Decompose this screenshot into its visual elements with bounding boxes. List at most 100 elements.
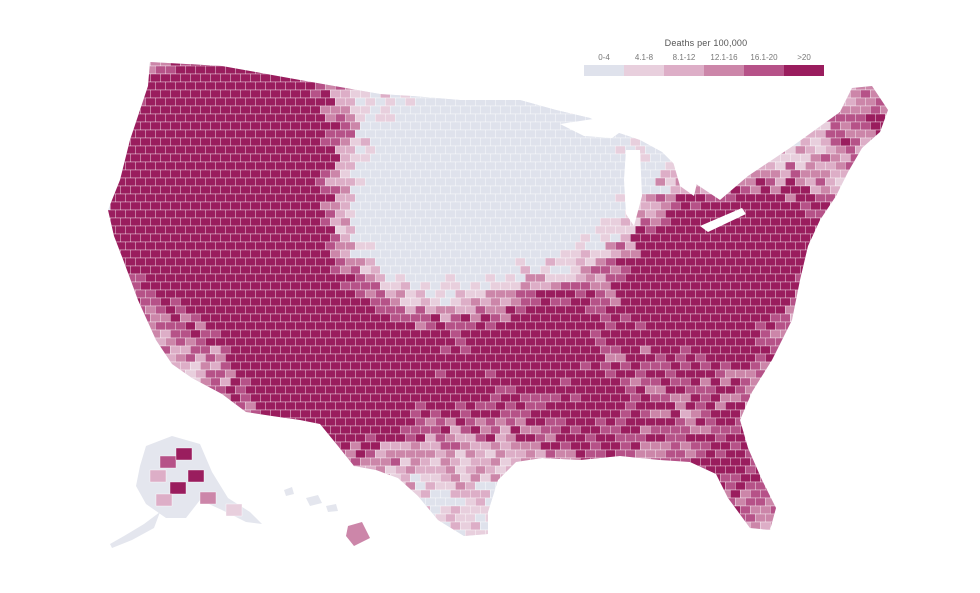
county-cell (205, 145, 216, 155)
county-cell (860, 121, 871, 131)
county-cell (830, 329, 841, 339)
county-cell (210, 361, 221, 371)
county-cell (660, 538, 670, 546)
county-cell (245, 289, 256, 299)
county-cell (380, 505, 391, 515)
county-cell (440, 521, 451, 531)
county-cell (415, 497, 426, 507)
county-cell (550, 137, 561, 147)
county-cell (815, 385, 826, 395)
county-cell (500, 105, 511, 115)
county-cell (685, 529, 696, 536)
county-cell (685, 465, 696, 475)
county-cell (265, 273, 276, 283)
county-cell (880, 153, 888, 163)
county-cell (570, 425, 581, 435)
county-cell (585, 305, 596, 315)
county-cell (385, 353, 396, 363)
county-cell (630, 105, 641, 115)
county-cell (155, 241, 166, 251)
county-cell (645, 481, 656, 491)
county-cell (340, 473, 351, 483)
county-cell (825, 401, 836, 411)
county-cell (600, 169, 611, 179)
county-cell (470, 169, 481, 179)
county-cell (285, 273, 296, 283)
county-cell (805, 97, 816, 107)
county-cell (365, 497, 376, 507)
county-cell (880, 409, 888, 419)
county-cell (780, 361, 791, 371)
county-cell (295, 177, 306, 187)
county-cell (620, 441, 631, 451)
county-cell (275, 417, 286, 427)
county-cell (425, 257, 436, 267)
county-cell (555, 273, 566, 283)
county-cell (195, 321, 206, 331)
county-cell (420, 345, 431, 355)
county-cell (325, 321, 336, 331)
county-cell (350, 249, 361, 259)
county-cell (200, 361, 211, 371)
county-cell (625, 273, 636, 283)
county-cell (720, 538, 730, 546)
county-cell (395, 369, 406, 379)
county-cell (860, 105, 871, 115)
county-cell (670, 89, 681, 99)
county-cell (140, 217, 151, 227)
county-cell (145, 241, 156, 251)
county-cell (720, 281, 731, 291)
county-cell (420, 489, 431, 499)
county-cell (755, 481, 766, 491)
county-cell (370, 409, 381, 419)
county-cell (495, 273, 506, 283)
county-cell (125, 305, 136, 315)
county-cell (685, 353, 696, 363)
county-cell (710, 137, 721, 147)
county-cell (215, 417, 226, 427)
county-cell (210, 89, 221, 99)
county-cell (835, 161, 846, 171)
county-cell (440, 249, 451, 259)
county-cell (190, 137, 201, 147)
county-cell (800, 153, 811, 163)
county-cell (530, 62, 541, 67)
county-cell (180, 393, 191, 403)
county-cell (295, 385, 306, 395)
county-cell (280, 62, 291, 67)
county-cell (255, 257, 266, 267)
county-cell (205, 353, 216, 363)
county-cell (750, 169, 761, 179)
county-cell (640, 169, 651, 179)
county-cell (595, 225, 606, 235)
county-cell (585, 513, 596, 523)
county-cell (770, 538, 780, 546)
county-cell (245, 449, 256, 459)
county-cell (465, 465, 476, 475)
county-cell (625, 289, 636, 299)
county-cell (735, 449, 746, 459)
county-cell (380, 137, 391, 147)
county-cell (340, 441, 351, 451)
county-cell (830, 425, 841, 435)
county-cell (110, 489, 121, 499)
county-cell (675, 289, 686, 299)
county-cell (505, 129, 516, 139)
county-cell (800, 313, 811, 323)
county-cell (795, 97, 806, 107)
county-cell (680, 473, 691, 483)
county-cell (485, 353, 496, 363)
county-cell (310, 153, 321, 163)
county-cell (595, 241, 606, 251)
county-cell (835, 481, 846, 491)
county-cell (655, 209, 666, 219)
county-cell (800, 281, 811, 291)
county-cell (175, 369, 186, 379)
county-cell (575, 385, 586, 395)
county-cell (380, 489, 391, 499)
county-cell (420, 121, 431, 131)
county-cell (470, 121, 481, 131)
county-cell (570, 409, 581, 419)
county-cell (690, 538, 700, 546)
county-cell (350, 345, 361, 355)
